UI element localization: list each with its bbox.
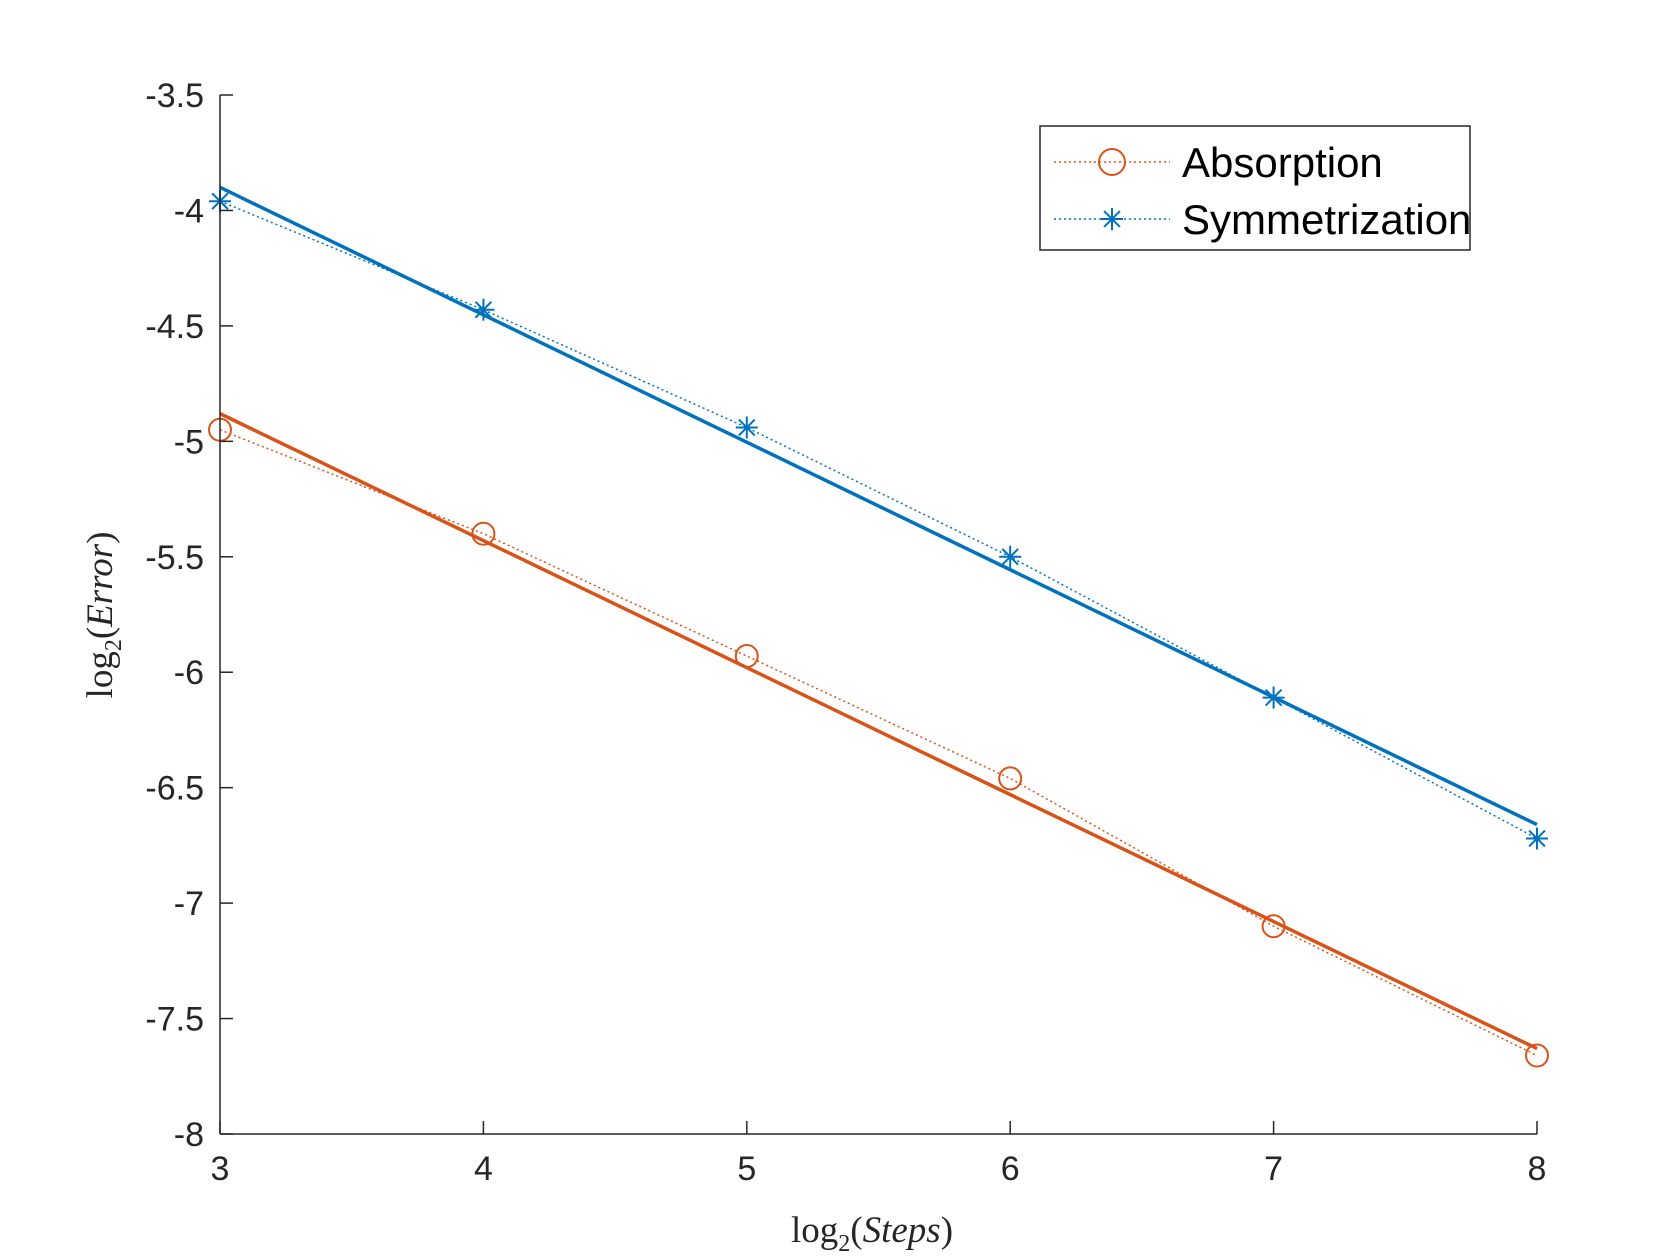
y-tick-label: -6.5 [145,770,204,808]
data-point-symmetrization [472,298,495,321]
y-tick-label: -4 [174,192,204,230]
legend-label-absorption: Absorption [1182,139,1383,186]
y-axis-label-arg: Error [80,543,121,628]
data-point-absorption [471,521,496,546]
x-axis-label-arg: Steps [863,1210,941,1251]
x-tick-label: 8 [1528,1150,1547,1188]
x-tick-label: 6 [1001,1150,1020,1188]
series-lines [219,200,1538,1057]
y-axis-label-fn: log [80,651,121,698]
y-ticks: -8 -7.5 -7 -6.5 -6 -5.5 -5 -4.5 -4 -3.5 [145,77,233,1154]
legend-star-icon [1101,208,1123,230]
series-line-absorption [219,429,1538,1057]
fit-line-absorption [219,412,1538,1051]
x-tick-label: 7 [1264,1150,1283,1188]
legend-marker-absorption [1098,148,1126,176]
fit-line-symmetrization [219,185,1538,827]
axes [219,95,1537,1135]
data-point-absorption [1525,1043,1549,1068]
legend-marker-symmetrization [1101,208,1123,230]
y-axis-label-sub: 2 [101,639,127,651]
data-point-symmetrization [1526,827,1548,850]
y-tick-label: -5.5 [145,539,204,577]
legend: Absorption Symmetrization [1039,125,1471,251]
x-tick-label: 3 [211,1150,230,1188]
y-axis-label: log2(Error) [80,532,127,699]
y-tick-label: -7 [174,885,204,923]
data-point-symmetrization [999,545,1022,568]
y-tick-label: -7.5 [145,1001,204,1039]
x-axis-label: log2(Steps) [791,1210,953,1257]
series-line-symmetrization [219,200,1538,840]
x-axis-label-fn: log [791,1210,838,1251]
data-point-absorption [998,766,1023,791]
fit-lines [219,185,1538,1051]
x-tick-label: 5 [737,1150,756,1188]
y-tick-label: -5 [174,423,204,461]
y-tick-label: -8 [174,1116,204,1154]
legend-label-symmetrization: Symmetrization [1182,196,1471,243]
y-tick-label: -4.5 [145,308,204,346]
data-point-symmetrization [1262,686,1285,709]
data-point-symmetrization [735,416,758,439]
data-point-absorption [734,644,759,669]
y-tick-label: -6 [174,654,204,692]
x-axis-label-sub: 2 [838,1231,850,1257]
x-tick-label: 4 [474,1150,493,1188]
data-point-absorption [1261,914,1286,939]
x-ticks: 3 4 5 6 7 8 [211,1121,1547,1188]
y-tick-label: -3.5 [145,77,204,115]
